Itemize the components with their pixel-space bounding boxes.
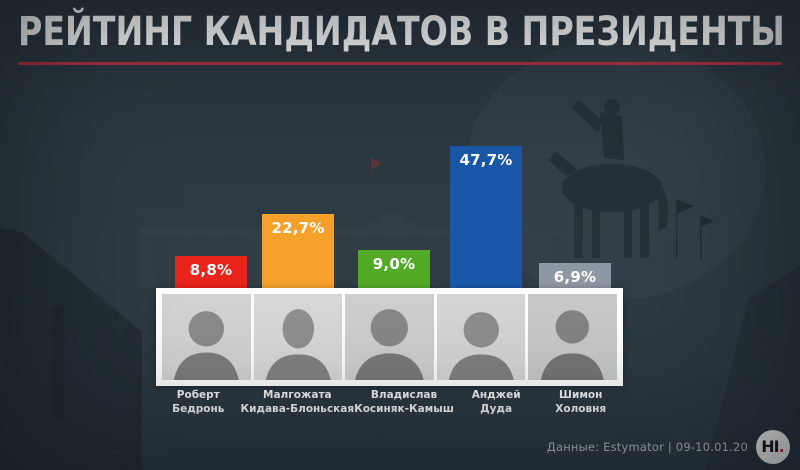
bar-wladyslaw-kosiniak-kamysz: 9,0% [358,250,430,288]
statue-silhouette [548,99,668,258]
candidate-name: Малгожата Кидава-Блоньская [240,389,355,415]
bar-value-label: 8,8% [189,261,233,279]
brand-logo-dot: . [778,437,785,456]
person-silhouette-icon [265,309,331,380]
bar-value-label: 6,9% [553,268,597,286]
candidate-photo [436,294,526,380]
candidate-photo [253,294,343,380]
bar-robert-biedron: 8,8% [175,256,247,288]
page-title: РЕЙТИНГ КАНДИДАТОВ В ПРЕЗИДЕНТЫ [18,9,785,55]
person-silhouette-icon [355,309,424,380]
person-silhouette-icon [448,312,514,380]
title-underline [18,62,782,65]
brand-logo-text: НІ [761,437,779,456]
photo-strip [156,288,623,386]
candidate-names-row: Роберт Бедронь Малгожата Кидава-Блоньская … [156,389,623,417]
candidate-name: Владислав Косиняк-Камыш [354,389,454,415]
bar-value-label: 22,7% [271,219,325,237]
candidate-photo [162,294,251,380]
candidate-photo [528,294,617,380]
person-silhouette-icon [541,310,605,380]
small-flags [676,200,714,260]
left-building-silhouette [0,228,142,470]
bar-szymon-holownia: 6,9% [539,263,611,288]
bar-malgorzata-kidawa-blonska: 22,7% [262,214,334,288]
candidate-photo [345,294,434,380]
data-source-text: Данные: Estymator | 09-10.01.20 [546,440,748,454]
bar-andrzej-duda: 47,7% [450,146,522,288]
candidate-name: Анджей Дуда [471,389,521,415]
rooftop-flag [369,158,382,184]
right-ground-silhouette [706,266,800,470]
brand-logo: НІ. [756,430,790,464]
candidate-name: Шимон Холовня [555,389,607,415]
bar-value-label: 9,0% [372,255,416,273]
person-silhouette-icon [173,311,239,380]
bar-value-label: 47,7% [459,151,513,169]
candidate-name: Роберт Бедронь [172,389,225,415]
